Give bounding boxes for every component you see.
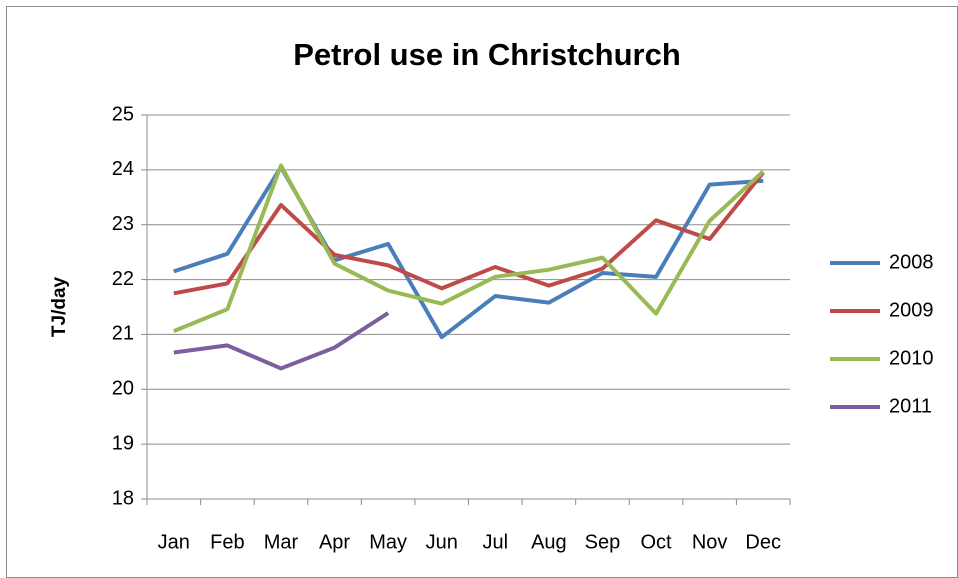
chart-border	[6, 6, 958, 578]
x-tick-label: Jan	[158, 531, 190, 553]
x-tick-label: Nov	[692, 531, 728, 553]
y-tick-label: 25	[112, 103, 134, 125]
line-series	[173, 165, 764, 340]
line-series	[173, 171, 765, 296]
legend-label: 2010	[889, 347, 934, 369]
x-tick-label: Jun	[426, 531, 458, 553]
legend-label: 2009	[889, 299, 934, 321]
y-tick-label: 24	[112, 158, 134, 180]
y-tick-label: 22	[112, 268, 134, 290]
line-series	[173, 311, 390, 371]
y-tick-label: 21	[112, 323, 134, 345]
x-tick-label: Sep	[585, 531, 621, 553]
chart-title: Petrol use in Christchurch	[293, 37, 681, 72]
y-tick-label: 19	[112, 432, 134, 454]
y-tick-label: 20	[112, 378, 134, 400]
x-tick-label: May	[369, 531, 407, 553]
x-tick-label: Aug	[531, 531, 567, 553]
x-tick-label: Jul	[483, 531, 509, 553]
line-series	[173, 163, 765, 333]
x-tick-label: Dec	[745, 531, 781, 553]
x-tick-label: Oct	[640, 531, 672, 553]
x-tick-label: Apr	[319, 531, 350, 553]
y-tick-label: 23	[112, 213, 134, 235]
x-tick-label: Feb	[210, 531, 244, 553]
legend-label: 2011	[889, 395, 932, 417]
legend-label: 2008	[889, 251, 934, 273]
x-tick-label: Mar	[264, 531, 299, 553]
y-axis-label: TJ/day	[49, 276, 70, 337]
y-tick-label: 18	[112, 487, 134, 509]
